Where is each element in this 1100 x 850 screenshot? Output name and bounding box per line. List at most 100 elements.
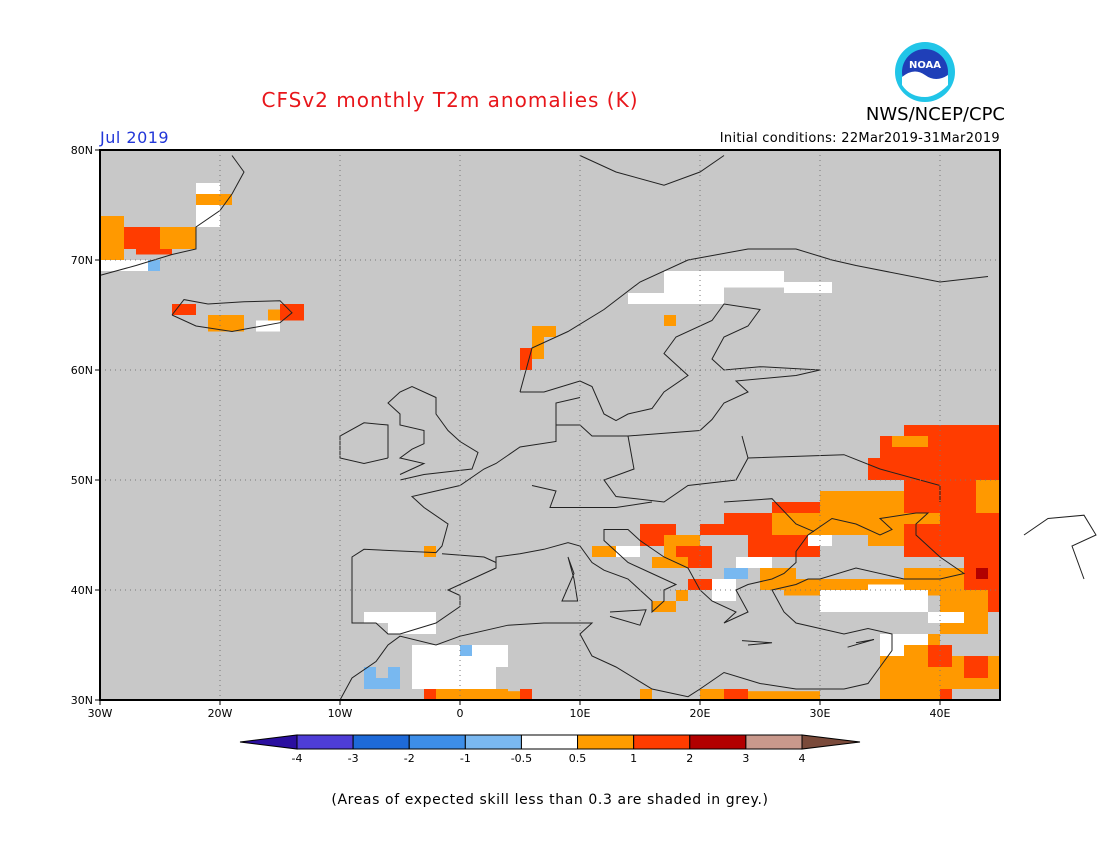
legend-box xyxy=(689,734,747,750)
anomaly-cell xyxy=(628,293,664,304)
skill-note: (Areas of expected skill less than 0.3 a… xyxy=(331,792,769,808)
legend-label: 3 xyxy=(742,752,749,765)
legend-label: -0.5 xyxy=(511,752,532,765)
anomaly-fill-layer xyxy=(100,150,1000,700)
lon-label: 20W xyxy=(208,707,233,720)
anomaly-cell xyxy=(148,260,160,271)
anomaly-cell xyxy=(964,656,988,678)
anomaly-cell xyxy=(100,260,124,271)
anomaly-cell xyxy=(652,557,688,568)
anomaly-cell xyxy=(124,260,160,271)
lon-label: 10E xyxy=(570,707,591,720)
anomaly-cell xyxy=(904,524,1000,557)
anomaly-cell xyxy=(700,689,724,700)
anomaly-cell xyxy=(544,326,556,337)
coastline xyxy=(847,639,875,648)
lat-label: 80N xyxy=(71,144,93,157)
anomaly-cell xyxy=(436,689,460,700)
anomaly-cell xyxy=(700,524,736,535)
anomaly-cell xyxy=(388,612,436,634)
anomaly-cell xyxy=(928,612,964,623)
forecast-month: Jul 2019 xyxy=(100,128,170,147)
anomaly-cell xyxy=(748,691,820,700)
legend-label: 2 xyxy=(686,752,693,765)
lat-label: 60N xyxy=(71,364,93,377)
legend-label: -2 xyxy=(404,752,415,765)
coastline-layer xyxy=(99,155,1097,701)
coastline xyxy=(441,553,497,563)
noaa-logo: NOAA xyxy=(895,42,955,102)
lon-label: 0 xyxy=(457,707,464,720)
legend-arrow-low xyxy=(239,734,298,750)
anomaly-cell xyxy=(496,645,508,656)
legend-label: -4 xyxy=(292,752,303,765)
color-legend: -4 -3 -2 -1 -0.5 0.5 1 2 3 4 xyxy=(239,734,861,765)
chart-title: CFSv2 monthly T2m anomalies (K) xyxy=(261,88,639,112)
anomaly-cell xyxy=(100,216,124,260)
lon-label: 40E xyxy=(930,707,951,720)
anomaly-cell xyxy=(424,689,436,700)
anomaly-cell xyxy=(724,568,748,579)
coastline xyxy=(387,385,479,481)
coastline xyxy=(561,556,579,602)
lat-label: 30N xyxy=(71,694,93,707)
legend-box xyxy=(520,734,579,750)
anomaly-cell xyxy=(712,579,736,601)
graticule-layer xyxy=(100,150,1000,700)
anomaly-cell xyxy=(784,282,820,293)
anomaly-cell xyxy=(484,689,508,700)
coastline xyxy=(519,248,989,393)
agency-label: NWS/NCEP/CPC xyxy=(865,104,1005,125)
anomaly-cell xyxy=(748,535,820,557)
anomaly-cell xyxy=(892,436,928,447)
anomaly-cell xyxy=(160,227,196,249)
coastline xyxy=(99,155,245,276)
anomaly-cell xyxy=(976,480,1000,513)
map-frame xyxy=(99,149,1001,701)
coastline xyxy=(1023,514,1097,580)
lon-label: 30E xyxy=(810,707,831,720)
anomaly-cell xyxy=(460,689,484,700)
lat-label: 40N xyxy=(71,584,93,597)
anomaly-cell xyxy=(724,689,748,700)
anomaly-cell xyxy=(616,546,640,557)
svg-text:NOAA: NOAA xyxy=(909,60,941,71)
legend-arrow-high xyxy=(801,734,861,750)
legend-box xyxy=(745,734,803,750)
anomaly-cell xyxy=(388,667,400,678)
anomaly-cell xyxy=(940,425,1000,447)
anomaly-cell xyxy=(904,667,940,700)
lon-label: 30W xyxy=(88,707,113,720)
anomaly-cell xyxy=(820,491,904,513)
coastline xyxy=(603,435,749,503)
coastline xyxy=(339,425,966,701)
anomaly-cell xyxy=(208,315,244,332)
anomaly-cell xyxy=(652,601,676,612)
anomaly-cell xyxy=(772,502,820,513)
anomaly-cell xyxy=(940,689,952,700)
anomaly-cell xyxy=(520,348,532,370)
anomaly-cell xyxy=(676,590,688,601)
anomaly-cell xyxy=(976,568,988,579)
anomaly-cell xyxy=(664,271,724,304)
lat-label: 50N xyxy=(71,474,93,487)
lat-label: 70N xyxy=(71,254,93,267)
legend-box xyxy=(296,734,354,750)
anomaly-cell xyxy=(412,645,460,689)
legend-box xyxy=(408,734,466,750)
lon-label: 10W xyxy=(328,707,353,720)
legend-box xyxy=(633,734,691,750)
anomaly-cell xyxy=(820,282,832,293)
legend-label: -3 xyxy=(348,752,359,765)
legend-box xyxy=(577,734,635,750)
anomaly-cell xyxy=(520,689,532,700)
anomaly-cell xyxy=(988,590,1000,612)
anomaly-cell xyxy=(736,557,772,568)
anomaly-cell xyxy=(904,634,928,645)
anomaly-cell xyxy=(532,326,544,359)
legend-label: 4 xyxy=(799,752,806,765)
coastline xyxy=(339,422,389,465)
coastline xyxy=(723,498,815,533)
lon-label: 20E xyxy=(690,707,711,720)
